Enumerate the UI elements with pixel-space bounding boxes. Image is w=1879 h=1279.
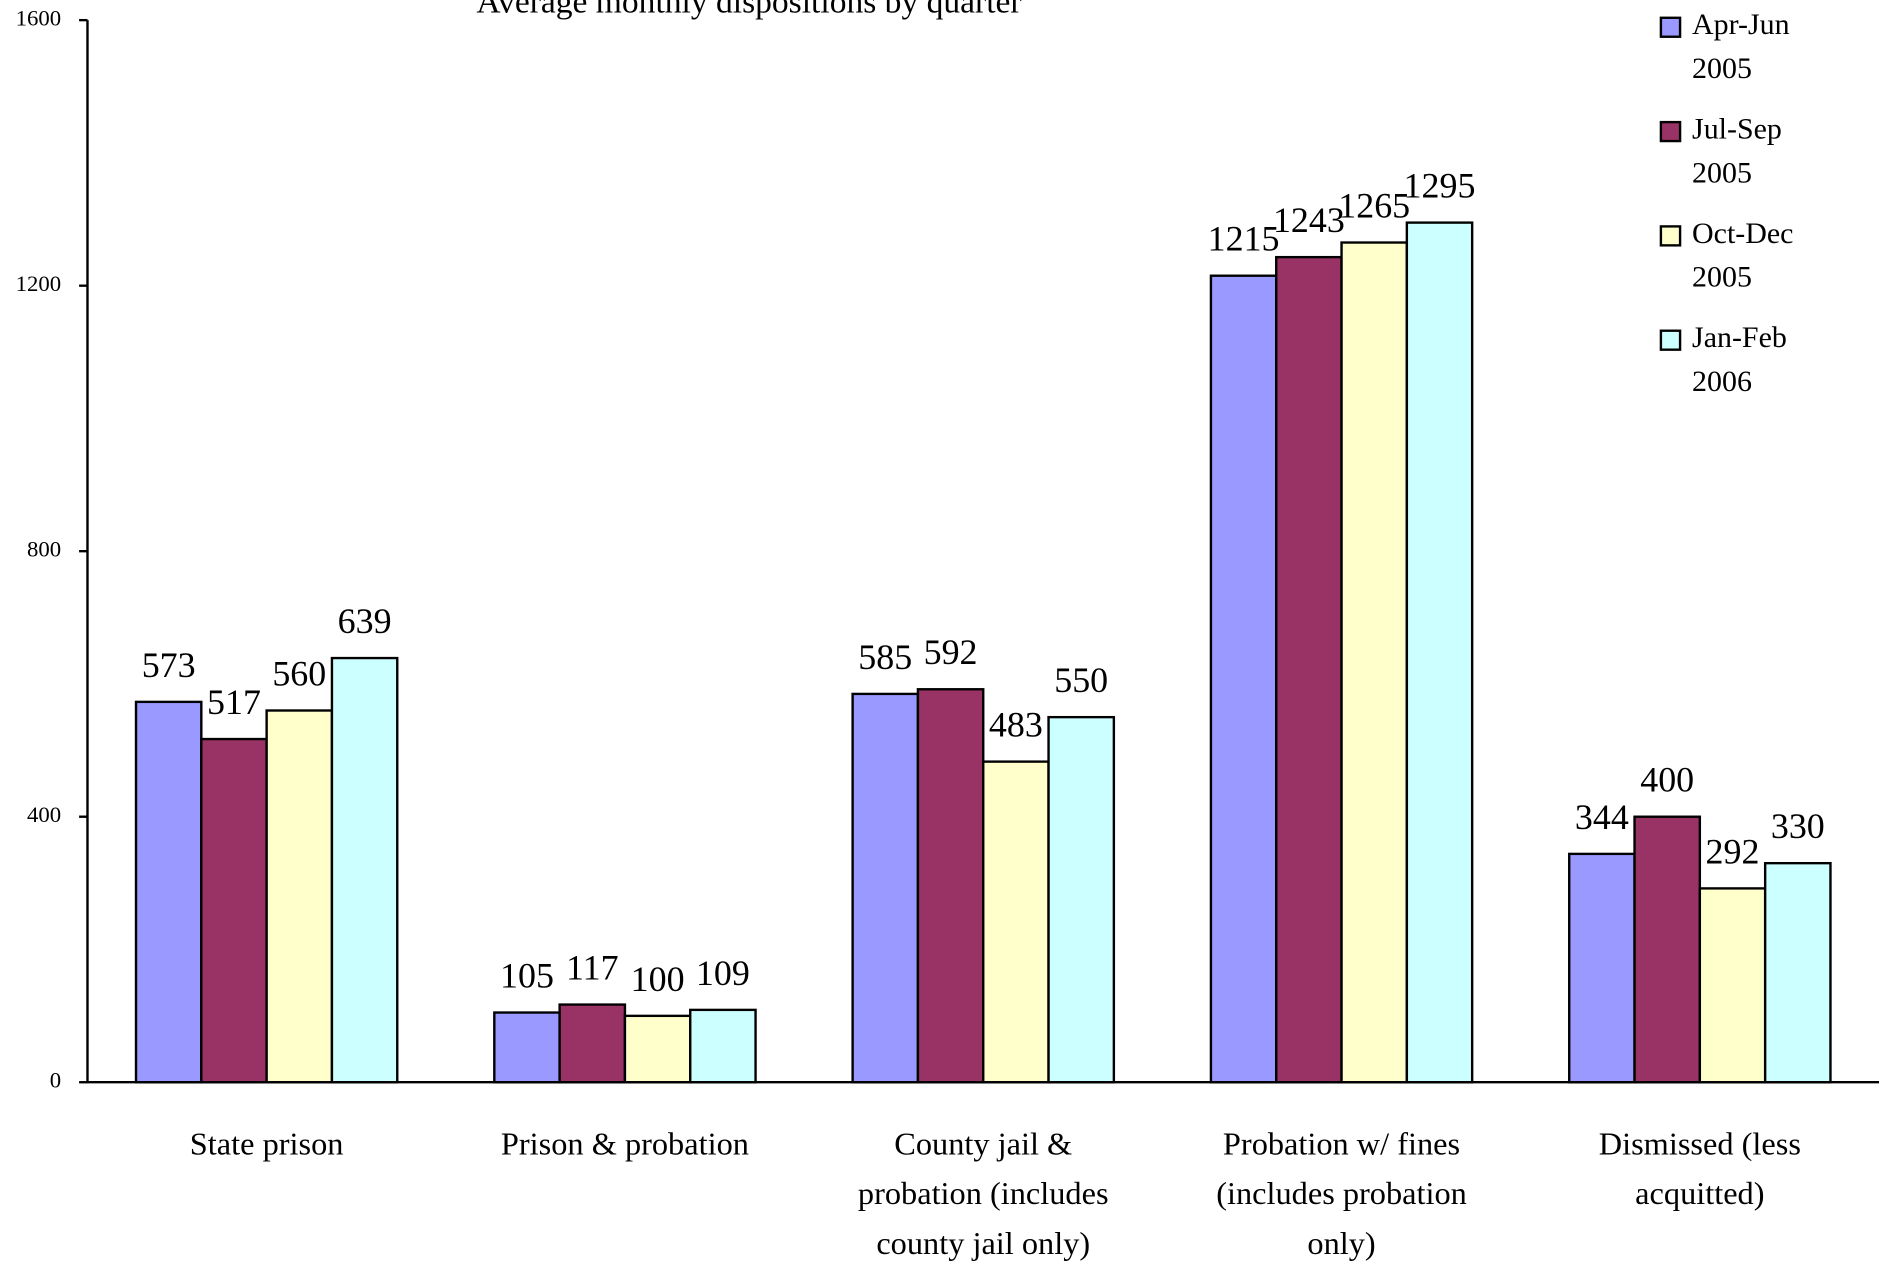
legend-label: Jul-Sep 2005: [1692, 113, 1782, 190]
bar: [265, 709, 334, 1084]
value-label: 585: [858, 637, 912, 677]
bar: [493, 1011, 561, 1084]
value-label: 550: [1054, 660, 1108, 700]
bar: [200, 737, 268, 1084]
x-tick-label: Dismissed (less acquitted): [1599, 1126, 1801, 1212]
bar: [1568, 852, 1636, 1084]
value-label: 560: [272, 654, 326, 694]
y-tick-label: 800: [27, 536, 61, 561]
value-label: 1295: [1404, 166, 1476, 206]
value-label: 117: [566, 948, 619, 988]
bar: [851, 692, 920, 1084]
bar: [623, 1014, 692, 1084]
x-tick-label: County jail & probation (includes county j…: [858, 1126, 1109, 1261]
bar: [916, 688, 985, 1084]
value-label: 483: [989, 705, 1043, 745]
value-label: 344: [1575, 797, 1629, 837]
bar: [1405, 221, 1474, 1084]
value-label: 517: [207, 682, 261, 722]
legend-swatch: [1659, 329, 1682, 351]
legend-label: Oct-Dec 2005: [1692, 217, 1793, 294]
value-label: 330: [1771, 806, 1825, 846]
y-tick-label: 0: [50, 1068, 61, 1093]
bar: [982, 760, 1050, 1084]
bar: [1763, 861, 1832, 1084]
value-label: 573: [142, 645, 196, 685]
value-label: 105: [500, 956, 554, 996]
bar: [558, 1003, 627, 1084]
value-label: 639: [338, 601, 392, 641]
bar: [1698, 887, 1767, 1084]
bar: [1633, 815, 1702, 1084]
value-label: 1243: [1273, 200, 1345, 240]
chart-title: Average monthly dispositions by quarter: [476, 0, 1021, 20]
value-label: 100: [631, 959, 685, 999]
legend-label: Jan-Feb 2006: [1692, 321, 1787, 398]
bar: [689, 1008, 757, 1084]
bar: [1209, 274, 1278, 1084]
value-label: 592: [924, 632, 978, 672]
x-tick-label: Probation w/ fines (includes probation onl…: [1216, 1126, 1467, 1261]
bar: [134, 700, 203, 1084]
value-label: 400: [1640, 760, 1694, 800]
legend-swatch: [1659, 120, 1682, 143]
value-label: 1265: [1338, 186, 1410, 226]
bar: [330, 656, 399, 1084]
y-tick-label: 400: [27, 802, 61, 827]
x-tick-label: Prison & probation: [501, 1126, 749, 1162]
value-label: 1215: [1208, 219, 1280, 259]
value-label: 109: [696, 953, 750, 993]
bar: [1047, 715, 1116, 1084]
legend-swatch: [1659, 16, 1682, 38]
y-tick-label: 1600: [16, 5, 61, 30]
x-tick-label: State prison: [190, 1126, 344, 1162]
legend-swatch: [1659, 225, 1682, 247]
legend-label: Apr-Jun 2005: [1692, 8, 1790, 85]
value-label: 292: [1706, 832, 1760, 872]
bar: [1275, 255, 1343, 1084]
y-tick-label: 1200: [16, 271, 61, 296]
bar: [1340, 241, 1409, 1084]
